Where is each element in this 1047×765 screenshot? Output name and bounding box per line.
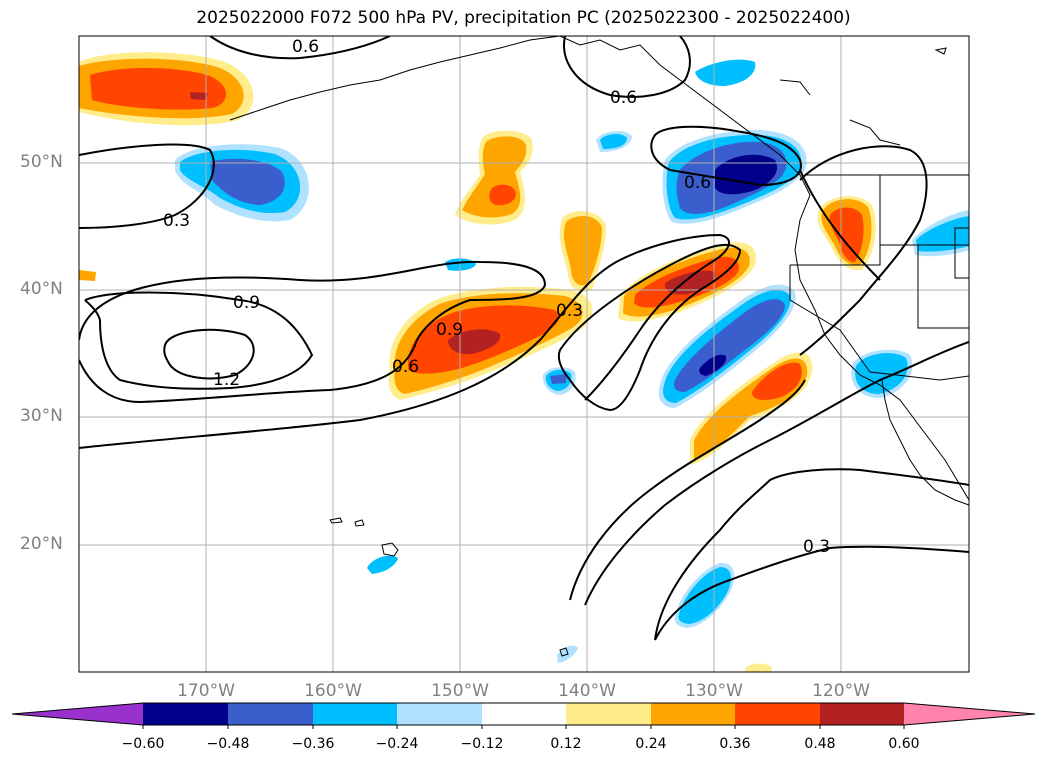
contour-label: 0.9: [436, 320, 463, 340]
colorbar-extend-low: [12, 703, 143, 725]
lon-label: 130°W: [685, 681, 743, 701]
precip-positive-region: [563, 216, 602, 286]
colorbar-extend-high: [904, 703, 1035, 725]
colorbar-segment: [735, 703, 820, 725]
lat-label: 30°N: [20, 406, 63, 426]
precip-negative-region: [699, 354, 727, 376]
map-panel: 0.6 0.6 0.6 0.3 0.9 1.2 0.9 0.6 0.3 0.3: [79, 36, 969, 672]
map-frame: [78, 35, 970, 673]
lon-label: 150°W: [431, 681, 489, 701]
colorbar-tick-label: 0.12: [550, 736, 582, 752]
colorbar-tick-label: −0.36: [291, 736, 335, 752]
colorbar-tick-label: 0.24: [635, 736, 667, 752]
precip-negative-region: [678, 567, 732, 624]
lon-label: 170°W: [177, 681, 235, 701]
contour-label: 0.3: [803, 537, 830, 557]
colorbar-segment: [228, 703, 313, 725]
contour-label: 0.6: [392, 357, 419, 377]
precip-shading: [79, 52, 969, 672]
lat-label: 20°N: [20, 534, 63, 554]
precip-positive-region: [752, 362, 802, 400]
precip-negative-region: [210, 158, 285, 205]
precip-negative-region: [695, 59, 756, 86]
colorbar-segment: [482, 703, 566, 725]
coastlines: [229, 36, 969, 657]
colorbar-tick-label: −0.24: [375, 736, 419, 752]
contour-label: 0.3: [556, 301, 583, 321]
contour-label: 0.6: [292, 37, 319, 57]
colorbar-tick-label: 0.36: [719, 736, 751, 752]
colorbar-tick-label: −0.48: [206, 736, 250, 752]
precip-positive-region: [829, 207, 864, 263]
contour-label: 1.2: [213, 370, 240, 390]
precip-positive-region: [448, 329, 501, 355]
contour-label: 0.6: [684, 173, 711, 193]
precip-positive-region: [79, 270, 96, 281]
precip-negative-region: [916, 216, 969, 252]
precip-negative-region: [367, 555, 398, 574]
colorbar-segment: [651, 703, 735, 725]
colorbar-tick-label: 0.48: [804, 736, 836, 752]
colorbar-tick-label: −0.12: [460, 736, 504, 752]
colorbar-tick-label: 0.60: [888, 736, 920, 752]
lon-label: 160°W: [304, 681, 362, 701]
lon-label: 140°W: [558, 681, 616, 701]
pv-contours: [79, 36, 969, 641]
precip-negative-region: [600, 134, 627, 149]
colorbar: [11, 702, 1036, 729]
lon-label: 120°W: [812, 681, 870, 701]
colorbar-segment: [397, 703, 482, 725]
lat-label: 40°N: [20, 279, 63, 299]
precip-positive-region: [90, 67, 226, 110]
contour-label: 0.6: [610, 88, 637, 108]
contour-label: 0.9: [233, 293, 260, 313]
colorbar-segment: [820, 703, 904, 725]
colorbar-segment: [566, 703, 651, 725]
precip-positive-region: [489, 184, 516, 206]
colorbar-tick-label: −0.60: [121, 736, 165, 752]
graticule: [79, 36, 969, 672]
precip-positive-region: [745, 663, 772, 672]
contour-labels: 0.6 0.6 0.6 0.3 0.9 1.2 0.9 0.6 0.3 0.3: [163, 37, 830, 557]
colorbar-segment: [313, 703, 397, 725]
precip-positive-region: [190, 92, 208, 100]
contour-label: 0.3: [163, 211, 190, 231]
colorbar-segment: [143, 703, 228, 725]
precip-negative-region: [550, 374, 566, 384]
map-title: 2025022000 F072 500 hPa PV, precipitatio…: [196, 8, 851, 28]
lat-label: 50°N: [20, 152, 63, 172]
